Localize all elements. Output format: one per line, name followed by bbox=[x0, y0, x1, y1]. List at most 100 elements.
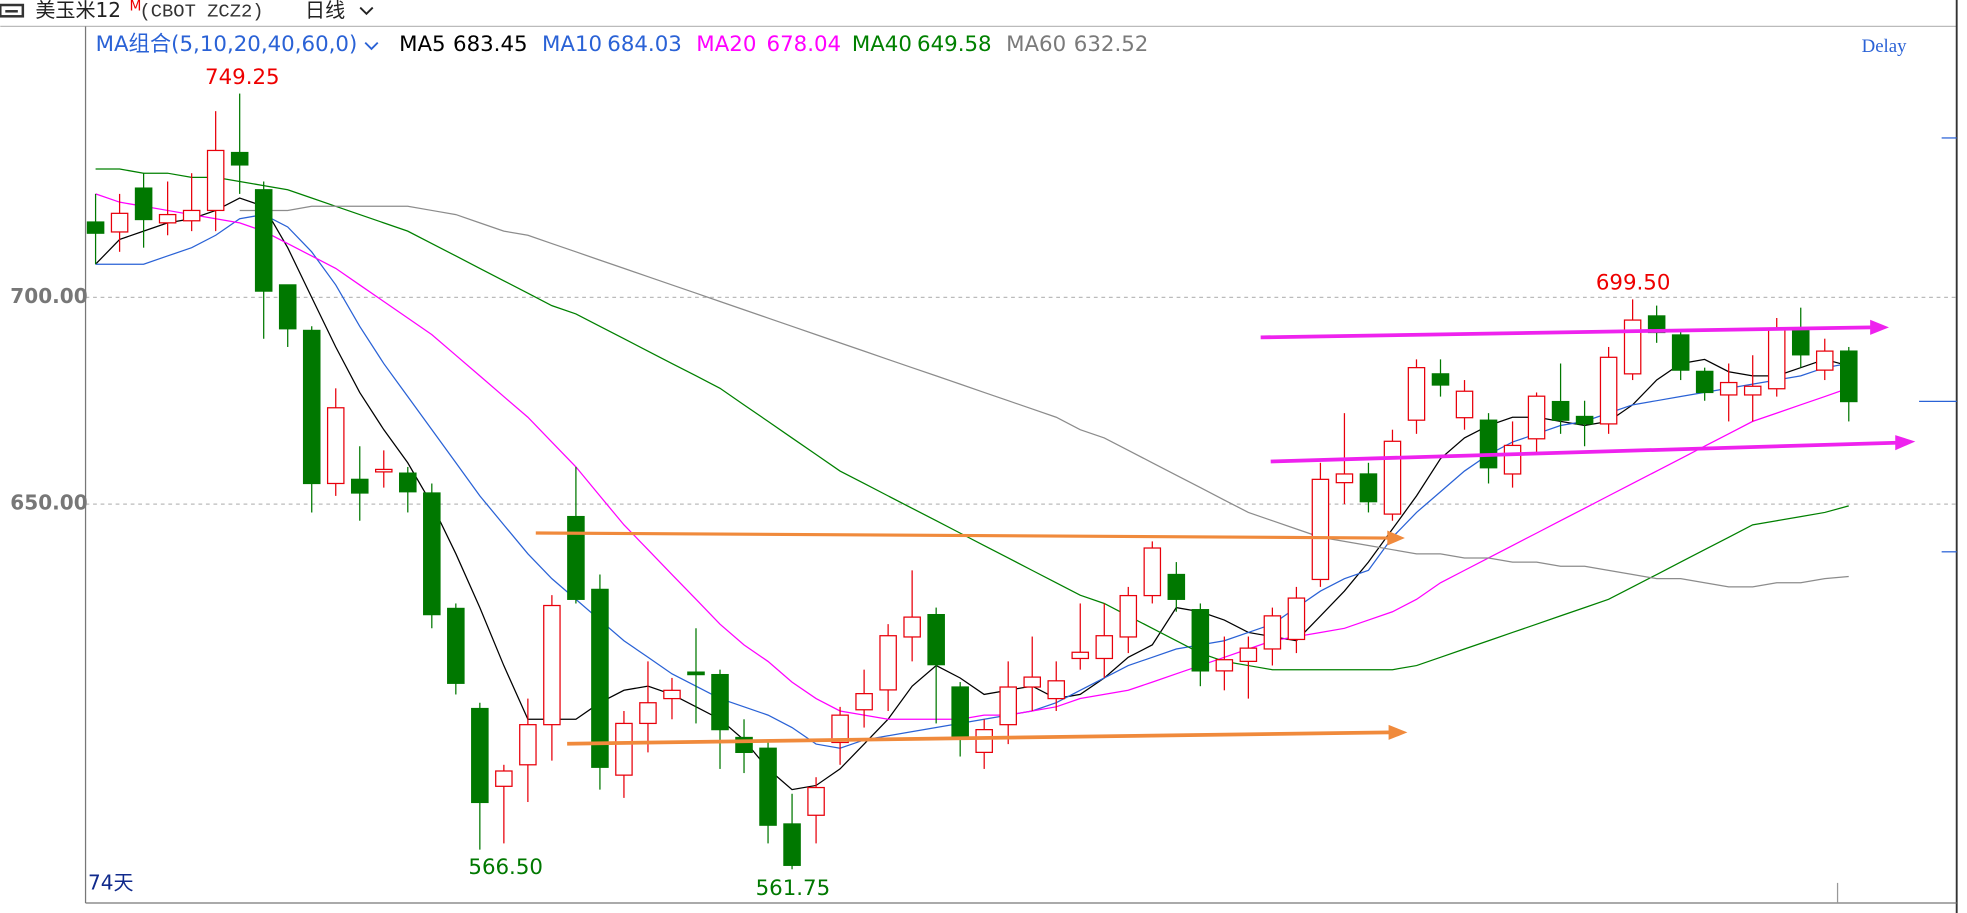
legend-name: MA40 bbox=[852, 32, 912, 57]
candle-body bbox=[1599, 356, 1618, 425]
candle-body bbox=[903, 616, 921, 638]
candle-body bbox=[1143, 547, 1162, 597]
legend-value: 678.04 bbox=[767, 32, 842, 57]
candle-body bbox=[1695, 370, 1714, 394]
candle-body bbox=[711, 673, 729, 731]
candle-body bbox=[663, 689, 681, 700]
candle-body bbox=[1335, 473, 1354, 484]
candle-body bbox=[254, 189, 273, 292]
candle-body bbox=[230, 151, 249, 166]
candle-body bbox=[1527, 395, 1546, 440]
candle-body bbox=[855, 693, 873, 711]
candle-body bbox=[1503, 444, 1522, 475]
ma-line bbox=[95, 213, 1849, 749]
legend-value: 649.58 bbox=[917, 32, 992, 57]
y-tick-label: 700.00 bbox=[10, 284, 87, 308]
candle-body bbox=[182, 209, 201, 222]
candle-body bbox=[615, 722, 633, 776]
ma-line bbox=[95, 193, 1849, 720]
candle-body bbox=[158, 213, 177, 224]
delay-status: Delay bbox=[1862, 36, 1907, 57]
candle-body bbox=[831, 714, 849, 744]
period-selector[interactable]: 日线 bbox=[305, 0, 345, 22]
candle-body bbox=[1551, 400, 1570, 421]
instrument-symbol: (CBOT ZCZ2) bbox=[139, 0, 263, 22]
candle-body bbox=[326, 407, 345, 485]
annotation-arrows bbox=[535, 319, 1916, 746]
y-tick-label: 650.00 bbox=[10, 491, 87, 515]
candle-body bbox=[1743, 385, 1762, 396]
price-annotation: 566.50 bbox=[468, 855, 543, 880]
candle-body bbox=[1791, 328, 1810, 356]
candle-body bbox=[1263, 615, 1282, 650]
candle-body bbox=[519, 724, 537, 766]
candle-body bbox=[1719, 381, 1738, 396]
candle-body bbox=[1359, 473, 1378, 503]
candle-body bbox=[1815, 350, 1834, 371]
candle-body bbox=[375, 468, 393, 473]
candle-body bbox=[1239, 647, 1258, 662]
candle-body bbox=[110, 212, 129, 233]
legend-value: 683.45 bbox=[453, 32, 528, 57]
price-annotation: 699.50 bbox=[1596, 270, 1671, 295]
toolbar-icon bbox=[0, 3, 25, 18]
candle-body bbox=[975, 729, 993, 754]
bar-count: 74天 bbox=[88, 871, 134, 895]
candle-body bbox=[1455, 390, 1474, 419]
period-chevron[interactable] bbox=[359, 6, 374, 16]
candle-body bbox=[591, 588, 609, 768]
candle-body bbox=[951, 686, 969, 739]
price-annotation: 561.75 bbox=[756, 876, 831, 901]
ma-line bbox=[95, 168, 1849, 671]
candle-body bbox=[639, 702, 657, 725]
legend-value: 632.52 bbox=[1074, 32, 1149, 57]
candle-body bbox=[447, 607, 465, 684]
candle-body bbox=[302, 329, 321, 485]
indicator-selector[interactable]: MA组合(5,10,20,40,60,0) bbox=[96, 32, 358, 57]
candle-body bbox=[423, 492, 441, 616]
candle-body bbox=[759, 747, 777, 826]
price-annotation: 749.25 bbox=[205, 65, 280, 90]
candle-body bbox=[206, 149, 225, 212]
ma-line bbox=[239, 205, 1849, 588]
candle-body bbox=[1191, 609, 1210, 672]
candle-body bbox=[783, 823, 801, 866]
candle-body bbox=[471, 707, 489, 804]
candle-body bbox=[350, 478, 369, 494]
candle-body bbox=[807, 786, 825, 816]
candle-body bbox=[1047, 680, 1066, 700]
candle-body bbox=[1623, 319, 1642, 375]
candle-body bbox=[134, 187, 153, 221]
candle-body bbox=[1167, 573, 1186, 600]
candle-body bbox=[543, 604, 561, 726]
candle-body bbox=[1023, 676, 1042, 688]
legend-name: MA60 bbox=[1006, 32, 1066, 57]
candle-body bbox=[879, 635, 897, 691]
candle-body bbox=[1479, 419, 1498, 469]
candle-body bbox=[1767, 328, 1786, 390]
candle-body bbox=[1119, 594, 1138, 638]
candle-body bbox=[687, 671, 705, 676]
candle-body bbox=[927, 613, 945, 666]
candle-body bbox=[1095, 635, 1114, 660]
candle-body bbox=[1840, 350, 1858, 403]
candle-body bbox=[86, 221, 105, 234]
legend-name: MA5 bbox=[399, 32, 446, 57]
candle-body bbox=[1671, 334, 1690, 371]
candle-body bbox=[567, 515, 585, 600]
candle-body bbox=[1575, 415, 1594, 425]
candle-body bbox=[1431, 373, 1450, 386]
legend-name: MA10 bbox=[542, 32, 602, 57]
indicator-chevron[interactable] bbox=[364, 41, 379, 51]
candle-body bbox=[1287, 597, 1306, 641]
instrument-name: 美玉米12 bbox=[35, 0, 121, 22]
candle-body bbox=[278, 284, 297, 330]
legend-name: MA20 bbox=[696, 32, 756, 57]
candle-body bbox=[999, 686, 1017, 726]
candle-body bbox=[1071, 651, 1090, 660]
candle-body bbox=[1383, 440, 1402, 515]
candle-body bbox=[1215, 659, 1234, 672]
